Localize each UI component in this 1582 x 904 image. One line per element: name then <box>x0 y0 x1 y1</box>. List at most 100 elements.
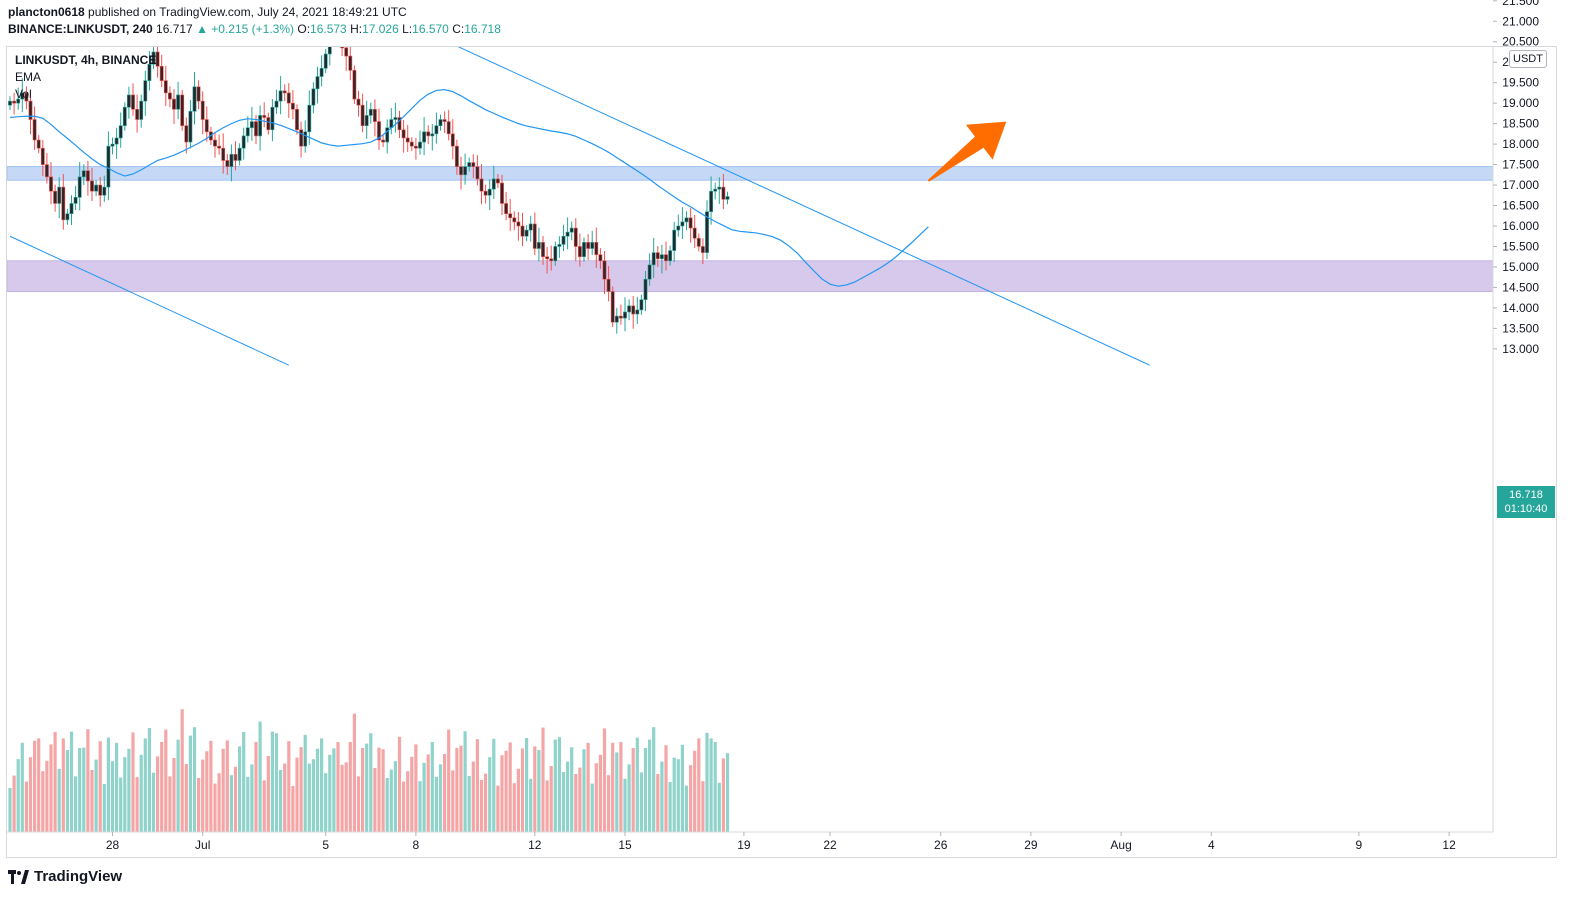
volume-bar <box>459 745 463 832</box>
close-label: C: <box>452 22 465 36</box>
candle-body <box>610 291 615 323</box>
volume-bar <box>279 770 283 832</box>
price-tick-label: 17.000 <box>1502 178 1539 192</box>
candle-body <box>545 256 550 260</box>
resistance-zone <box>7 166 1493 181</box>
volume-bar <box>20 742 24 832</box>
volume-bar <box>90 770 94 832</box>
candle-body <box>176 94 181 110</box>
time-tick-label: 5 <box>322 838 329 852</box>
volume-bar <box>254 742 258 832</box>
low-value: 16.570 <box>412 22 449 36</box>
volume-bar <box>484 773 488 832</box>
candle-body <box>475 166 480 180</box>
candle-body <box>393 117 398 120</box>
candle-body <box>237 147 242 161</box>
last-price: 16.717 <box>156 22 193 36</box>
volume-bar <box>143 738 147 832</box>
candle-body <box>422 131 427 143</box>
candle-body <box>725 196 730 200</box>
price-tick-label: 18.500 <box>1502 117 1539 131</box>
volume-bar <box>549 766 553 832</box>
volume-bar <box>344 762 348 832</box>
volume-bar <box>151 772 156 832</box>
candle-body <box>8 100 12 106</box>
time-tick-label: 9 <box>1356 838 1363 852</box>
candle-body <box>606 278 611 292</box>
candle-body <box>573 227 578 247</box>
price-tick-label: 21.000 <box>1502 14 1539 28</box>
candle-body <box>442 119 447 122</box>
volume-bar <box>110 761 115 832</box>
legend-symbol[interactable]: LINKUSDT, 4h, BINANCE <box>15 53 157 67</box>
open-label: O: <box>297 22 311 36</box>
volume-bar <box>488 757 492 832</box>
candle-body <box>12 100 17 104</box>
candle-body <box>586 242 591 249</box>
candle-body <box>151 51 156 65</box>
candle-body <box>250 121 254 129</box>
volume-bar <box>648 739 652 832</box>
volume-bar <box>127 748 131 832</box>
time-tick-label: 19 <box>737 838 751 852</box>
volume-bar <box>270 731 274 832</box>
volume-bar <box>598 754 602 832</box>
legend-volume[interactable]: Vol <box>15 87 32 101</box>
legend-ema[interactable]: EMA <box>15 70 42 84</box>
volume-bar <box>578 767 582 832</box>
volume-bar <box>246 776 250 832</box>
candle-body <box>28 100 33 120</box>
currency-button[interactable]: USDT <box>1509 50 1547 68</box>
candle-body <box>647 264 652 280</box>
volume-bar <box>443 754 447 832</box>
volume-bar <box>479 780 484 832</box>
volume-bar <box>451 770 455 832</box>
candle-body <box>516 221 521 227</box>
volume-bar <box>590 783 594 832</box>
price-tick-label: 18.000 <box>1502 137 1539 151</box>
time-tick-label: 12 <box>528 838 542 852</box>
candle-body <box>639 299 644 311</box>
volume-bar <box>365 743 369 832</box>
volume-bar <box>512 783 516 832</box>
price-tick-label: 19.000 <box>1502 96 1539 110</box>
tradingview-footer[interactable]: TradingView <box>8 868 122 885</box>
candle-body <box>450 133 455 147</box>
candle-body <box>213 139 217 147</box>
volume-bar <box>69 731 74 832</box>
candle-body <box>184 125 189 143</box>
volume-bar <box>525 738 529 832</box>
trendline-2 <box>9 235 290 366</box>
time-tick-label: Jul <box>195 838 210 852</box>
volume-bar <box>33 740 37 832</box>
volume-bar <box>307 763 311 832</box>
volume-bar <box>389 769 393 832</box>
high-value: 17.026 <box>362 22 399 36</box>
volume-bar <box>574 774 578 832</box>
candle-body <box>86 170 90 182</box>
volume-bar <box>16 759 20 832</box>
volume-bar <box>24 781 28 832</box>
volume-bar <box>377 747 381 832</box>
candle-body <box>680 221 685 227</box>
volume-bar <box>656 774 660 832</box>
volume-bar <box>258 721 262 832</box>
candle-body <box>598 254 603 262</box>
candle-body <box>327 47 332 55</box>
candle-body <box>282 90 287 94</box>
candle-body <box>336 25 339 27</box>
chart-frame[interactable] <box>6 46 1557 858</box>
volume-bar <box>631 748 635 832</box>
author-name[interactable]: plancton0618 <box>8 5 85 19</box>
volume-bar <box>336 742 340 832</box>
low-label: L: <box>402 22 413 36</box>
volume-bar <box>86 729 90 832</box>
volume-bar <box>233 766 238 832</box>
candle-body <box>225 160 230 167</box>
volume-bar <box>537 750 541 832</box>
volume-bar <box>242 732 246 832</box>
candle-body <box>180 94 185 126</box>
candle-body <box>274 100 279 108</box>
candle-body <box>356 98 361 106</box>
